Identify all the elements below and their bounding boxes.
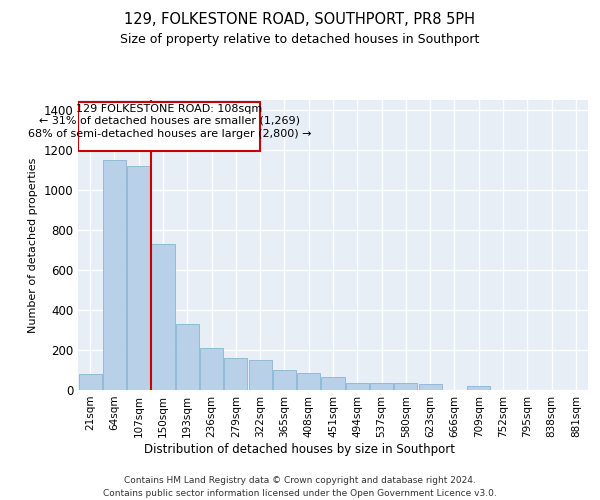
- Bar: [346, 383, 369, 390]
- Bar: [370, 383, 393, 390]
- Bar: [297, 373, 320, 390]
- Bar: [224, 358, 247, 390]
- Text: Size of property relative to detached houses in Southport: Size of property relative to detached ho…: [121, 32, 479, 46]
- Bar: [103, 160, 126, 390]
- Text: Contains HM Land Registry data © Crown copyright and database right 2024.: Contains HM Land Registry data © Crown c…: [124, 476, 476, 485]
- Text: 68% of semi-detached houses are larger (2,800) →: 68% of semi-detached houses are larger (…: [28, 129, 311, 139]
- Bar: [79, 374, 101, 390]
- Bar: [248, 360, 272, 390]
- Y-axis label: Number of detached properties: Number of detached properties: [28, 158, 38, 332]
- Bar: [322, 377, 344, 390]
- Bar: [176, 324, 199, 390]
- Bar: [151, 244, 175, 390]
- Bar: [419, 384, 442, 390]
- Bar: [273, 370, 296, 390]
- Text: 129 FOLKESTONE ROAD: 108sqm: 129 FOLKESTONE ROAD: 108sqm: [76, 104, 262, 115]
- Text: Contains public sector information licensed under the Open Government Licence v3: Contains public sector information licen…: [103, 489, 497, 498]
- Bar: [200, 348, 223, 390]
- Text: Distribution of detached houses by size in Southport: Distribution of detached houses by size …: [145, 442, 455, 456]
- Bar: [127, 166, 150, 390]
- Bar: [467, 386, 490, 390]
- Text: ← 31% of detached houses are smaller (1,269): ← 31% of detached houses are smaller (1,…: [39, 115, 300, 125]
- FancyBboxPatch shape: [79, 102, 260, 151]
- Bar: [394, 383, 418, 390]
- Text: 129, FOLKESTONE ROAD, SOUTHPORT, PR8 5PH: 129, FOLKESTONE ROAD, SOUTHPORT, PR8 5PH: [125, 12, 476, 28]
